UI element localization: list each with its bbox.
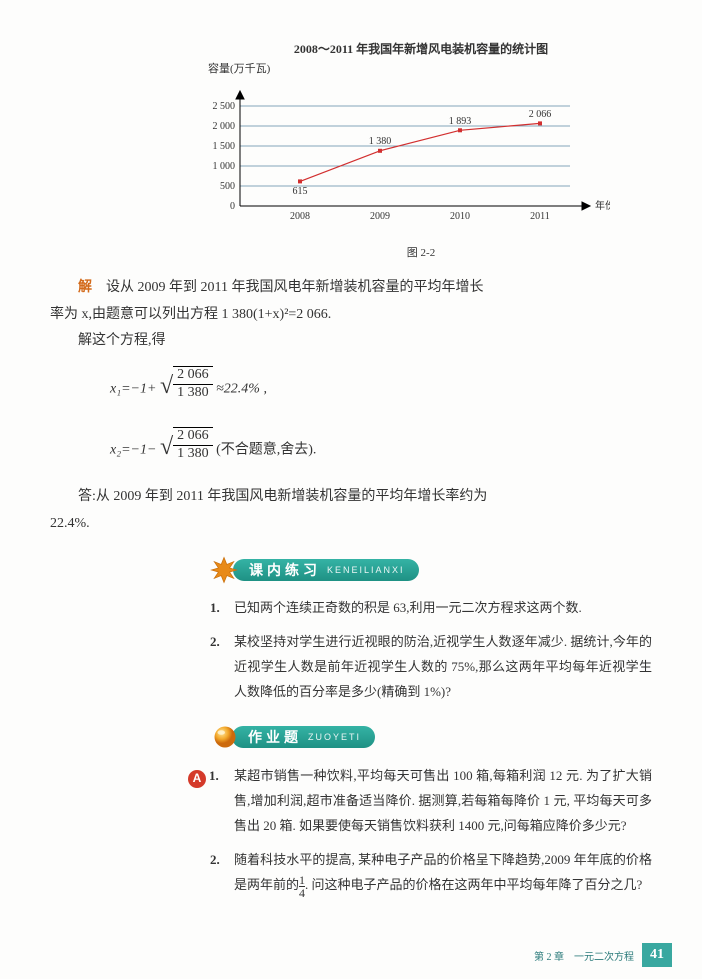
a-badge: A <box>188 770 206 788</box>
f1-num: 2 066 <box>173 367 213 385</box>
solution-line1: 设从 2009 年到 2011 年我国风电年新增装机容量的平均年增长 <box>106 280 483 295</box>
kn-q2: 2. 某校坚持对学生进行近视眼的防治,近视学生人数逐年减少. 据统计,今年的近视… <box>210 630 652 704</box>
zuoyeti-list: A1. 某超市销售一种饮料,平均每天可售出 100 箱,每箱利润 12 元. 为… <box>210 764 652 898</box>
data-label-0: 615 <box>293 186 308 197</box>
zy-q1: A1. 某超市销售一种饮料,平均每天可售出 100 箱,每箱利润 12 元. 为… <box>210 764 652 838</box>
zuoyeti-pill: 作业题 ZUOYETI <box>232 726 375 748</box>
kn-q1-num: 1. <box>210 596 234 621</box>
zy-q2: 2. 随着科技水平的提高, 某种电子产品的价格呈下降趋势,2009 年年底的价格… <box>210 848 652 898</box>
data-label-2: 1 893 <box>449 116 472 127</box>
burst-icon <box>210 556 238 584</box>
f2-num: 2 066 <box>173 428 213 446</box>
ytick-4: 2 000 <box>213 121 236 132</box>
zy-q2-num: 2. <box>210 848 234 898</box>
answer-line1: 答:从 2009 年到 2011 年我国风电新增装机容量的平均年增长率约为 <box>50 484 652 511</box>
ytick-2: 1 000 <box>213 161 236 172</box>
xtick-3: 2011 <box>530 211 550 222</box>
chart-container: 2008～2011 年我国年新增风电装机容量的统计图 容量(万千瓦) 0 <box>190 40 652 260</box>
data-label-1: 1 380 <box>369 136 392 147</box>
formula1-rhs: ≈22.4% , <box>216 381 267 396</box>
f1-den: 1 380 <box>173 385 213 402</box>
formula2-rhs: (不合题意,舍去). <box>216 442 316 457</box>
kn-q1-text: 已知两个连续正奇数的积是 63,利用一元二次方程求这两个数. <box>234 596 652 621</box>
kn-q1: 1. 已知两个连续正奇数的积是 63,利用一元二次方程求这两个数. <box>210 596 652 621</box>
keneilianxi-title: 课内练习 <box>249 560 321 580</box>
formula2-lhs: x₂=−1− <box>110 442 156 457</box>
keneilianxi-header: 课内练习 KENEILIANXI <box>210 556 652 584</box>
zy-q1-text: 某超市销售一种饮料,平均每天可售出 100 箱,每箱利润 12 元. 为了扩大销… <box>234 764 652 838</box>
keneilianxi-pill: 课内练习 KENEILIANXI <box>233 559 419 581</box>
ball-icon <box>210 722 240 752</box>
chart-caption: 图 2-2 <box>190 244 652 260</box>
solution-line3: 解这个方程,得 <box>50 328 652 355</box>
footer-pagenum: 41 <box>642 943 672 967</box>
zy-q2-text: 随着科技水平的提高, 某种电子产品的价格呈下降趋势,2009 年年底的价格是两年… <box>234 848 652 898</box>
zuoyeti-title: 作业题 <box>248 727 302 747</box>
keneilianxi-pinyin: KENEILIANXI <box>327 565 405 575</box>
formula1-lhs: x₁=−1+ <box>110 381 156 396</box>
chart-ylabel: 容量(万千瓦) <box>208 60 652 76</box>
page-footer: 第 2 章 一元二次方程 41 <box>534 943 672 967</box>
ytick-5: 2 500 <box>213 101 236 112</box>
xtick-0: 2008 <box>290 211 310 222</box>
solution-block: 解 设从 2009 年到 2011 年我国风电年新增装机容量的平均年增长 率为 … <box>50 275 652 538</box>
xtick-1: 2009 <box>370 211 390 222</box>
chart-xlabel: 年份 <box>595 199 610 212</box>
ytick-1: 500 <box>220 181 235 192</box>
chart-title: 2008～2011 年我国年新增风电装机容量的统计图 <box>190 40 652 57</box>
answer-line2: 22.4%. <box>50 511 652 538</box>
keneilianxi-list: 1. 已知两个连续正奇数的积是 63,利用一元二次方程求这两个数. 2. 某校坚… <box>210 596 652 705</box>
formula-1: x₁=−1+ √2 0661 380 ≈22.4% , <box>110 363 652 416</box>
data-label-3: 2 066 <box>529 109 552 120</box>
footer-chapter: 第 2 章 一元二次方程 <box>534 948 634 963</box>
ytick-0: 0 <box>230 201 235 212</box>
kn-q2-num: 2. <box>210 630 234 704</box>
chart-svg: 0 500 1 000 1 500 2 000 2 500 2008 2009 … <box>190 76 610 236</box>
zuoyeti-pinyin: ZUOYETI <box>308 732 361 742</box>
solution-line2: 率为 x,由题意可以列出方程 1 380(1+x)²=2 066. <box>50 302 652 329</box>
formula-2: x₂=−1− √2 0661 380 (不合题意,舍去). <box>110 424 652 477</box>
xtick-2: 2010 <box>450 211 470 222</box>
zy-q2-text-b: . 问这种电子产品的价格在这两年中平均每年降了百分之几? <box>305 877 642 892</box>
ytick-3: 1 500 <box>213 141 236 152</box>
jie-label: 解 <box>78 280 92 295</box>
zy-q1-num: 1. <box>209 768 219 783</box>
kn-q2-text: 某校坚持对学生进行近视眼的防治,近视学生人数逐年减少. 据统计,今年的近视学生人… <box>234 630 652 704</box>
f2-den: 1 380 <box>173 446 213 463</box>
zuoyeti-header: 作业题 ZUOYETI <box>210 722 652 752</box>
